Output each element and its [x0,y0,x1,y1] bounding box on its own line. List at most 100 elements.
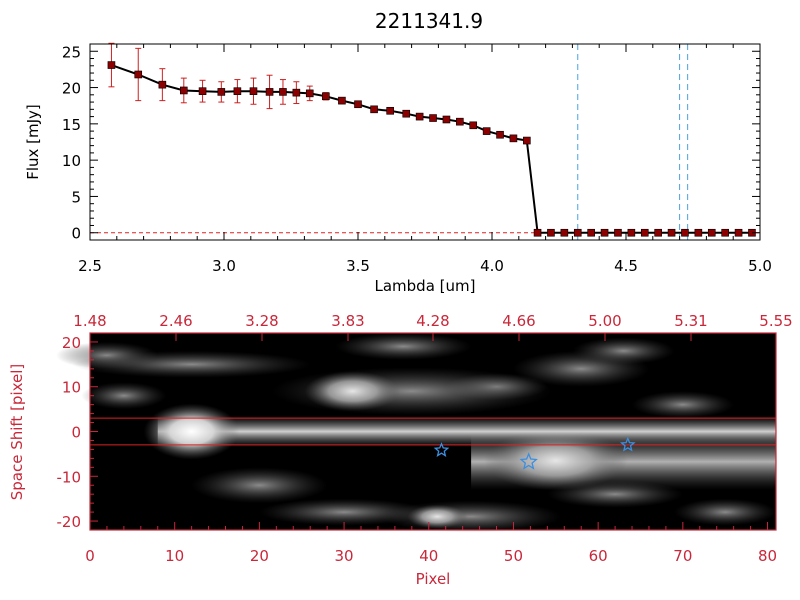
noise-patch-3 [335,332,472,360]
spectrum-y-tick-label-5: 25 [62,43,81,61]
spatial-x-tick-label-0: 0 [85,547,95,565]
spatial-x-tick-label-4: 40 [419,547,438,565]
flux-point-6 [233,87,242,95]
flux-point-7 [249,87,258,95]
flux-point-27 [533,228,542,237]
flux-point-31 [587,228,595,237]
main-source [143,403,240,460]
flux-point-2 [158,80,167,89]
spectrum-x-tick-label-5: 5.0 [748,257,772,275]
spatial-top-tick-label-3: 3.83 [331,312,364,330]
flux-point-35 [640,228,649,237]
flux-point-28 [547,228,555,237]
flux-point-12 [322,92,330,101]
spectrum-x-tick-label-2: 3.5 [346,257,370,275]
flux-point-14 [354,100,362,109]
noise-patch-6 [572,337,675,365]
spectrum-y-tick-label-0: 0 [71,225,81,243]
flux-point-10 [292,88,301,97]
spatial-x-tick-label-6: 60 [589,547,608,565]
spatial-y-label: Space Shift [pixel] [8,364,26,501]
flux-point-9 [279,88,287,96]
flux-point-41 [721,228,729,237]
flux-point-23 [482,127,491,135]
flux-point-13 [338,96,346,105]
spatial-x-tick-label-2: 20 [250,547,269,565]
flux-point-26 [523,136,531,145]
spectrum-y-tick-label-4: 20 [62,80,81,98]
spatial-y-tick-label-3: -10 [57,468,82,486]
spatial-x-tick-label-5: 50 [504,547,523,565]
spatial-top-tick-label-4: 4.28 [416,312,449,330]
spectrum-ticks: 2.5 3.0 3.5 4.0 4.5 5.0 0 5 10 15 20 25 [62,43,772,275]
spatial-top-tick-label-6: 5.00 [588,312,621,330]
spatial-y-tick-label-2: 0 [71,424,81,442]
flux-point-19 [429,114,437,122]
flux-point-36 [654,228,662,237]
spectrum-x-tick-label-1: 3.0 [212,257,236,275]
flux-point-8 [265,88,274,96]
spectrum-y-tick-label-3: 15 [62,116,81,134]
flux-point-0 [107,61,116,69]
flux-point-33 [614,228,622,237]
flux-point-32 [600,228,609,237]
spatial-x-tick-label-7: 70 [673,547,692,565]
spatial-y-tick-label-0: 20 [62,334,81,352]
spectrum-plot-area [90,42,760,240]
flux-series-line [111,64,752,234]
upper-source [304,371,401,412]
spectrum-x-tick-label-3: 4.0 [480,257,504,275]
spectrum-x-label: Lambda [um] [375,277,476,295]
flux-point-18 [415,112,424,121]
flux-point-34 [627,228,636,237]
star-marker-0 [433,442,450,457]
spatial-y-tick-label-4: -20 [57,513,82,531]
chart-title: 2211341.9 [375,9,483,33]
flux-point-39 [694,228,703,237]
spatial-ticks: 0 10 20 30 40 50 60 70 80 1.48 2.46 3.28 3.83 4.28 4.6… [57,312,793,565]
spectrum-frame [89,43,761,241]
flux-point-22 [469,121,478,130]
noise-patch-1 [72,350,311,378]
spatial-top-tick-label-5: 4.66 [502,312,535,330]
spectrum-y-tick-label-2: 10 [62,152,81,170]
spatial-top-tick-label-8: 5.55 [759,312,792,330]
noise-patch-2 [81,382,167,410]
flux-point-11 [305,89,314,98]
flux-point-25 [509,134,518,143]
flux-point-30 [573,228,582,237]
flux-point-16 [386,106,394,115]
flux-point-40 [707,228,716,237]
flux-point-42 [734,228,743,237]
noise-patch-11 [674,498,777,526]
flux-point-1 [134,70,143,79]
spectrum-x-tick-label-4: 4.5 [614,257,638,275]
spatial-x-tick-label-3: 30 [335,547,354,565]
flux-point-24 [496,130,504,139]
flux-point-3 [180,86,188,95]
flux-point-21 [456,117,464,126]
noise-patch-7 [631,391,734,419]
flux-point-4 [198,87,207,95]
flux-point-17 [402,109,411,118]
main-trace [157,415,777,448]
flux-point-15 [370,105,378,114]
flux-point-38 [681,228,689,237]
spatial-top-tick-label-1: 2.46 [159,312,192,330]
spatial-image [55,332,777,533]
bottom-source [407,504,468,529]
spatial-top-tick-label-0: 1.48 [73,312,106,330]
spatial-top-tick-label-7: 5.31 [674,312,707,330]
star-marker-2 [619,436,636,452]
spatial-overlay [90,417,776,470]
flux-point-37 [667,228,676,237]
spectrum-y-label: Flux [mJy] [24,104,42,180]
spectrum-x-tick-label-0: 2.5 [78,257,102,275]
flux-point-20 [442,115,451,124]
spatial-x-tick-label-8: 80 [758,547,777,565]
noise-patch-8 [191,467,328,504]
spatial-top-tick-label-2: 3.28 [245,312,278,330]
spatial-x-tick-label-1: 10 [165,547,184,565]
star-marker-1 [519,452,538,470]
